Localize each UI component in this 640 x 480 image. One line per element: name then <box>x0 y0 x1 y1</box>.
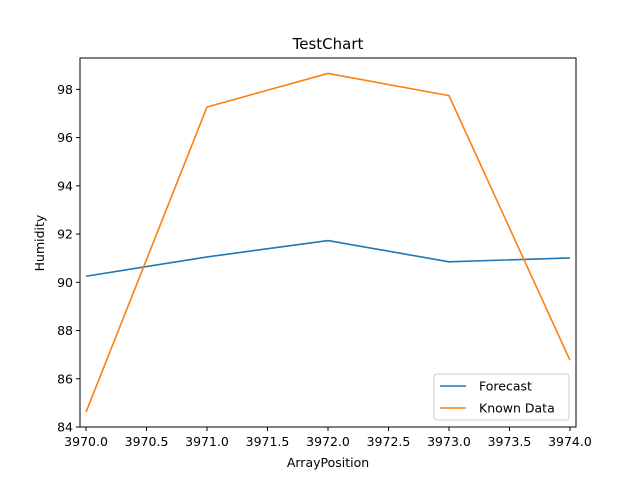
y-axis-label: Humidity <box>32 214 47 271</box>
plot-lines <box>85 72 571 413</box>
x-axis-label: ArrayPosition <box>287 455 369 470</box>
x-tick-label: 3973.0 <box>427 434 471 449</box>
series-line-forecast <box>85 239 570 278</box>
legend: Forecast Known Data <box>433 373 570 421</box>
x-tick-label: 3973.5 <box>488 434 532 449</box>
chart-title: TestChart <box>292 35 364 53</box>
y-axis: 84 86 88 90 92 94 96 98 <box>57 82 80 435</box>
y-tick-label: 84 <box>57 420 73 435</box>
x-axis: 3970.0 3970.5 3971.0 3971.5 3972.0 3972.5 3973… <box>64 427 592 449</box>
x-tick-label: 3970.5 <box>125 434 169 449</box>
legend-label-forecast: Forecast <box>479 379 532 394</box>
y-tick-label: 92 <box>57 227 73 242</box>
y-tick-label: 98 <box>57 82 73 97</box>
x-tick-label: 3974.0 <box>548 434 592 449</box>
x-tick-label: 3972.5 <box>367 434 411 449</box>
x-tick-label: 3971.0 <box>185 434 229 449</box>
y-tick-label: 86 <box>57 371 73 386</box>
x-tick-label: 3970.0 <box>64 434 108 449</box>
y-tick-label: 96 <box>57 130 73 145</box>
legend-label-known-data: Known Data <box>479 401 555 416</box>
y-tick-label: 94 <box>57 178 73 193</box>
series-line-known-data <box>85 72 571 413</box>
x-tick-label: 3972.0 <box>306 434 350 449</box>
plot-frame <box>79 57 577 428</box>
y-tick-label: 90 <box>57 275 73 290</box>
y-tick-label: 88 <box>57 323 73 338</box>
x-tick-label: 3971.5 <box>246 434 290 449</box>
legend-box <box>433 373 570 421</box>
